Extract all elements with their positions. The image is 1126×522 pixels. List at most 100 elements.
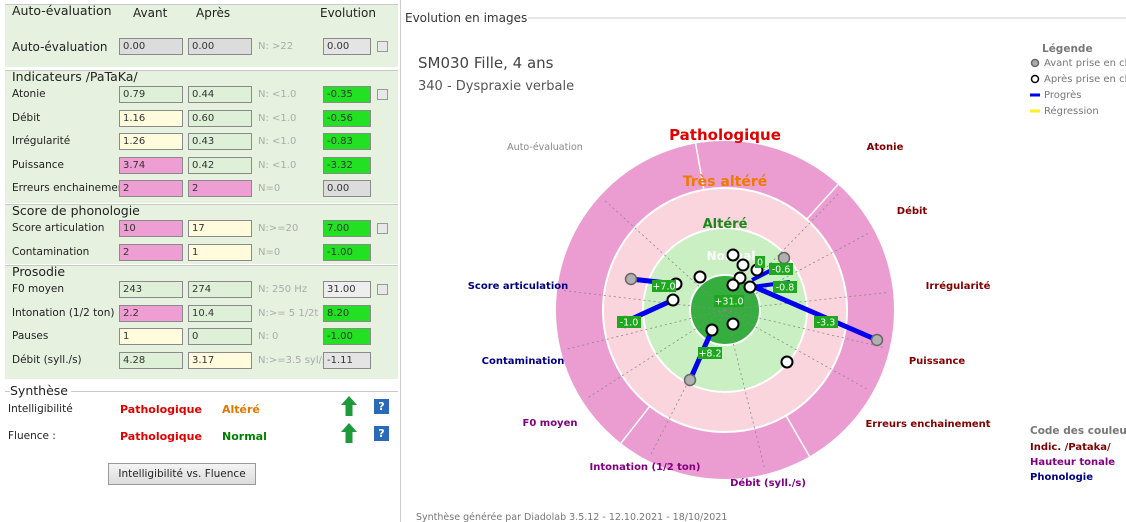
evolution-label: +8.2 (698, 349, 721, 360)
after-marker (705, 323, 719, 337)
value-field: 243 (119, 281, 183, 298)
status-after: Normal (222, 430, 267, 443)
value-field: 2 (119, 180, 183, 197)
value-field: 0.43 (188, 133, 252, 150)
after-marker (666, 293, 680, 307)
legend-item: Après prise en charg (1044, 73, 1126, 85)
status-before: Pathologique (120, 430, 202, 443)
row-label: Irrégularité (12, 135, 71, 147)
value-field: 3.17 (188, 351, 252, 369)
button[interactable]: Intelligibilité vs. Fluence (108, 463, 256, 485)
value-field: 0 (188, 328, 252, 345)
checkbox[interactable] (377, 41, 388, 52)
evolution-label: -1.0 (620, 318, 639, 329)
value-field: 2.2 (119, 304, 183, 322)
evolution-badge (652, 280, 676, 292)
zone-label: Très altéré (683, 174, 767, 190)
ring-separator (694, 142, 705, 190)
value-field: -0.35 (323, 86, 371, 103)
before-marker (683, 373, 697, 387)
evolution-label: -0.6 (772, 265, 791, 276)
evolution-badge (773, 281, 797, 293)
status-before: Pathologique (120, 403, 202, 416)
after-marker (726, 278, 740, 292)
patient: SM030 Fille, 4 ans (418, 54, 554, 72)
column-header: Après (196, 6, 231, 20)
section-title: Prosodie (12, 264, 66, 279)
diagnosis: 340 - Dyspraxie verbale (418, 79, 574, 94)
evolution-badge (617, 316, 641, 328)
row-label: F0 moyen (12, 283, 65, 295)
value-field: -1.11 (323, 351, 371, 369)
value-field: 4.28 (119, 351, 183, 369)
norm-text: N=0 (258, 183, 281, 194)
axis-label: Irrégularité (926, 280, 991, 292)
arrow-icon (340, 422, 358, 444)
norm-text: N: <1.0 (258, 89, 297, 100)
evolution-badge (814, 316, 838, 328)
before-marker (777, 251, 791, 265)
evolution-label: 0 (757, 258, 763, 269)
row-label: Contamination (12, 245, 90, 258)
norm-text: N:>=20 (258, 223, 299, 234)
norm-text: N: <1.0 (258, 112, 297, 124)
value-field: -1.00 (323, 243, 371, 261)
row-label: Débit (syll./s) (12, 353, 82, 366)
value-field: 0.44 (188, 86, 252, 103)
norm-text: N:>=3.5 syl/s (258, 354, 328, 366)
value-field: 0.00 (323, 180, 371, 197)
color-code-item: Phonologie (1030, 472, 1093, 483)
zone-label: Altéré (703, 217, 748, 232)
evolution-label: +31.0 (714, 297, 743, 308)
value-field: 0.42 (188, 156, 252, 174)
legend-item: Régression (1044, 105, 1099, 117)
norm-text: N: 250 Hz (258, 284, 308, 295)
row-label: Intelligibilité (8, 403, 73, 415)
zone-label: Pathologique (669, 126, 781, 144)
legend-item: Progrès (1044, 89, 1081, 101)
legend-marker (1030, 58, 1040, 68)
color-code-item: Indic. /Pataka/ (1030, 442, 1111, 453)
legend-title: Légende (1042, 43, 1093, 55)
evolution-label: -0.8 (776, 283, 795, 294)
evolution-label: -3.3 (817, 318, 836, 329)
value-field: 10 (119, 220, 183, 237)
value-field: -0.56 (323, 109, 371, 127)
value-field: 0.79 (119, 86, 183, 103)
axis-label: Score articulation (468, 281, 569, 292)
legend-item: Avant prise en charg (1044, 58, 1126, 69)
norm-text: N: >22 (258, 41, 294, 52)
value-field: 0.60 (188, 109, 252, 127)
value-field: -3.32 (323, 156, 371, 174)
value-field: -0.83 (323, 133, 371, 150)
ring-separator (785, 415, 811, 458)
evolution-panel: Evolution en images SM030 Fille, 4 ans 340… (400, 0, 1126, 522)
after-marker (726, 248, 740, 262)
section-title: Indicateurs /PaTaKa/ (12, 69, 138, 84)
row-label: Puissance (12, 158, 64, 171)
norm-text: N: 0 (258, 331, 279, 342)
arrow-up (341, 396, 357, 416)
value-field: 10.4 (188, 304, 252, 322)
norm-text: N=0 (258, 246, 281, 258)
value-field: 0.00 (323, 38, 371, 55)
footer: Synthèse générée par Diadolab 3.5.12 - 1… (416, 512, 727, 522)
checkbox[interactable] (377, 284, 388, 295)
row-label: Erreurs enchainement (12, 182, 129, 194)
value-field: 1.26 (119, 133, 183, 150)
section-title: Auto-évaluation (12, 3, 112, 18)
row-label: Débit (12, 111, 41, 124)
value-field: 2 (188, 180, 252, 197)
row-label: Score articulation (12, 222, 105, 234)
help-button[interactable]: ? (374, 399, 389, 414)
value-field: 0.00 (119, 38, 183, 55)
norm-text: N: <1.0 (258, 136, 297, 147)
color-code-title: Code des couleurs (1030, 425, 1126, 437)
help-button[interactable]: ? (374, 426, 389, 441)
checkbox[interactable] (377, 223, 388, 234)
before-marker (870, 333, 884, 347)
checkbox[interactable] (377, 89, 388, 100)
after-marker (780, 355, 794, 369)
axis-label: Puissance (909, 356, 966, 367)
evolution-badge (698, 347, 722, 359)
